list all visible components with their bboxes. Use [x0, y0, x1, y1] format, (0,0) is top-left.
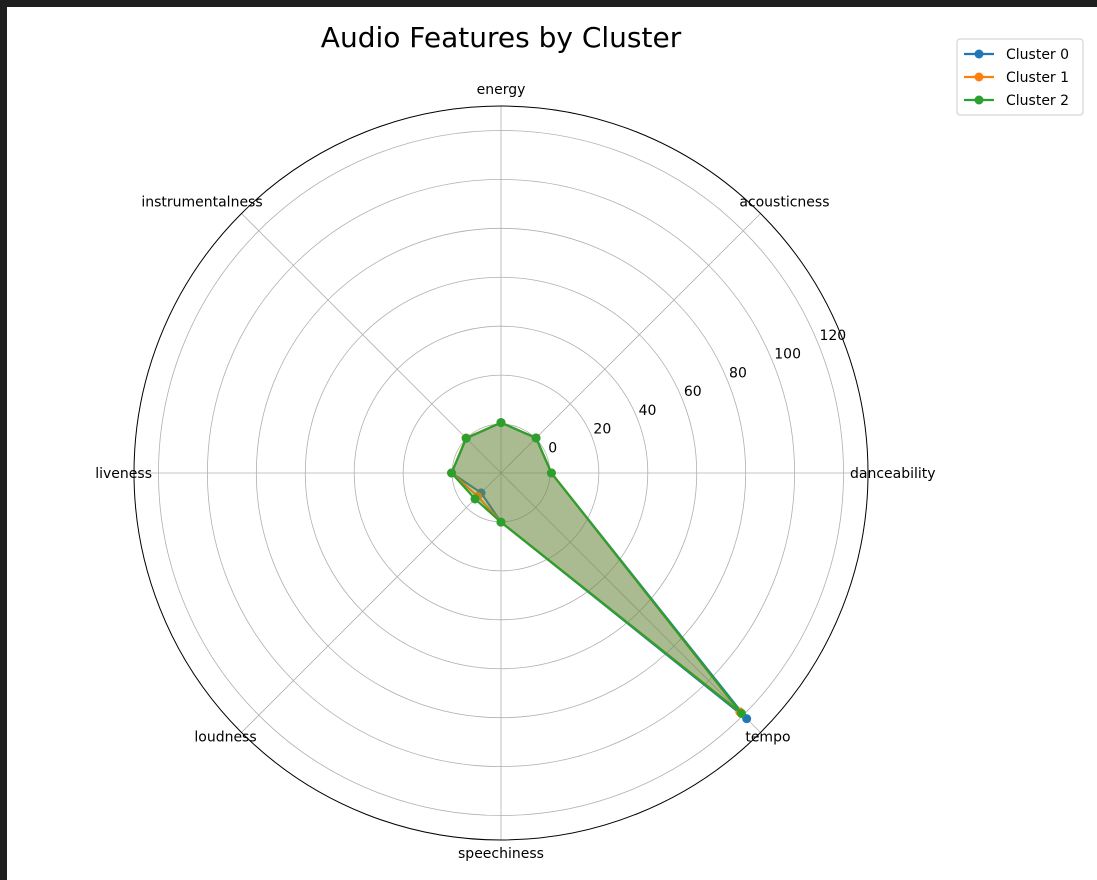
data-point: [496, 517, 506, 527]
angular-gridline: [500, 213, 761, 474]
data-point: [531, 433, 541, 443]
data-point: [496, 418, 506, 428]
legend-label: Cluster 2: [1006, 93, 1069, 109]
axis-label-liveness: liveness: [95, 466, 152, 482]
legend: Cluster 0 Cluster 1 Cluster 2: [956, 38, 1084, 116]
axis-label-speechiness: speechiness: [458, 846, 544, 862]
chart-figure: Audio Features by Cluster 0 20 40 60 80 100 12…: [7, 7, 1097, 880]
axis-label-instrumentalness: instrumentalness: [141, 195, 262, 211]
series-area: [451, 422, 742, 714]
polar-frame: [133, 105, 869, 841]
legend-swatch-marker: [974, 49, 984, 59]
radial-tick-label: 120: [819, 328, 846, 344]
axis-label-energy: energy: [477, 82, 526, 98]
polar-grid: 0 20 40 60 80 100 120: [133, 105, 869, 841]
legend-swatch-marker: [974, 95, 984, 105]
series-layer: [447, 418, 752, 724]
axis-label-loudness: loudness: [194, 729, 256, 745]
data-point: [447, 468, 457, 478]
series-area: [451, 422, 740, 712]
radial-tick-label: 80: [729, 365, 747, 381]
radial-tick-label: 20: [593, 422, 611, 438]
legend-box: [956, 38, 1084, 116]
series-area: [451, 422, 747, 719]
axis-label-danceability: danceability: [850, 466, 936, 482]
axis-labels: danceability acousticness energy instrument…: [95, 82, 935, 862]
legend-label: Cluster 1: [1006, 70, 1069, 86]
data-point: [470, 494, 480, 504]
radial-tick-label: 40: [639, 403, 657, 419]
radar-chart: Audio Features by Cluster 0 20 40 60 80 100 12…: [95, 21, 1084, 862]
legend-label: Cluster 0: [1006, 47, 1069, 63]
axis-label-acousticness: acousticness: [739, 195, 829, 211]
angular-gridline: [241, 472, 502, 733]
radial-tick-label: 100: [774, 347, 801, 363]
axis-label-tempo: tempo: [745, 729, 790, 745]
data-point: [736, 708, 746, 718]
chart-title: Audio Features by Cluster: [321, 21, 682, 54]
angular-gridline: [241, 213, 502, 474]
data-point: [546, 468, 556, 478]
legend-swatch-marker: [974, 72, 984, 82]
angular-gridline: [500, 472, 761, 733]
radial-tick-label: 0: [548, 440, 557, 456]
radial-tick-label: 60: [684, 384, 702, 400]
data-point: [461, 433, 471, 443]
